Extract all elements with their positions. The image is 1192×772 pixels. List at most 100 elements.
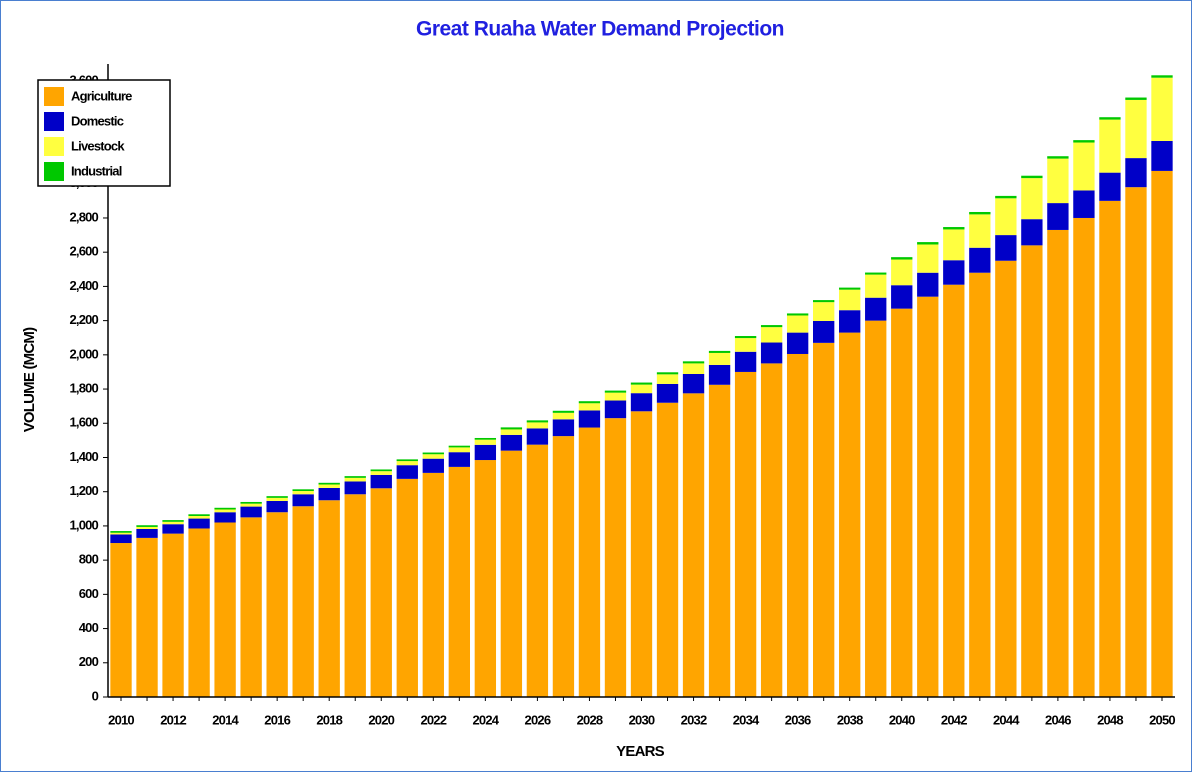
- bar-segment: [813, 300, 835, 303]
- x-tick-label: 2022: [420, 712, 446, 727]
- bar-segment: [396, 461, 418, 466]
- bar-segment: [1047, 156, 1069, 159]
- bar-segment: [162, 524, 184, 534]
- bar-segment: [162, 521, 184, 525]
- bar-segment: [760, 325, 783, 328]
- bar-segment: [656, 402, 679, 697]
- bar-segment: [110, 543, 132, 697]
- bar-segment: [865, 272, 887, 275]
- bar-segment: [214, 512, 236, 523]
- bar-segment: [214, 522, 236, 697]
- bar-segment: [656, 383, 679, 403]
- bar-segment: [240, 506, 262, 518]
- bar-segment: [318, 500, 340, 697]
- x-tick-label: 2034: [733, 712, 760, 727]
- bar-segment: [995, 195, 1017, 199]
- legend-label: Agriculture: [71, 88, 132, 103]
- bar-segment: [630, 393, 653, 412]
- x-axis-label: YEARS: [616, 743, 664, 760]
- y-tick-label: 1,600: [69, 415, 98, 430]
- y-tick-label: 1,800: [69, 380, 98, 395]
- bar-segment: [917, 272, 939, 297]
- bar-segment: [708, 384, 731, 697]
- bar-segment: [839, 310, 861, 333]
- bar-segment: [292, 489, 314, 492]
- bar-segment: [578, 403, 601, 411]
- bar-segment: [162, 533, 184, 697]
- bar-segment: [708, 350, 731, 353]
- bar-segment: [656, 374, 679, 384]
- bar-segment: [604, 400, 627, 419]
- x-tick-label: 2016: [264, 712, 290, 727]
- bar-segment: [292, 506, 314, 697]
- bar-segment: [1021, 245, 1043, 697]
- bar-segment: [1099, 119, 1121, 173]
- bar-segment: [917, 296, 939, 697]
- bar-segment: [865, 297, 887, 321]
- bar-segment: [969, 214, 991, 248]
- y-axis-label: VOLUME (MCM): [21, 327, 38, 432]
- bar-segment: [1073, 142, 1095, 191]
- bar-segment: [526, 422, 549, 429]
- bar-segment: [969, 211, 991, 215]
- bar-segment: [1125, 158, 1147, 188]
- bar-segment: [604, 418, 627, 697]
- bar-segment: [526, 420, 549, 423]
- bar-segment: [474, 437, 497, 440]
- x-tick-label: 2026: [525, 712, 551, 727]
- bar-segment: [1151, 75, 1173, 78]
- bar-segment: [266, 500, 288, 513]
- bar-segment: [682, 361, 705, 364]
- bar-segment: [995, 198, 1017, 236]
- x-tick-label: 2046: [1045, 712, 1071, 727]
- legend-label: Industrial: [71, 163, 122, 178]
- bar-segment: [448, 466, 470, 697]
- bar-segment: [136, 537, 158, 697]
- bar-segment: [1099, 172, 1121, 201]
- bar-segment: [1151, 140, 1173, 171]
- bar-segment: [396, 465, 418, 479]
- bar-segment: [318, 487, 340, 501]
- bar-segment: [240, 503, 262, 507]
- bar-segment: [708, 364, 731, 385]
- bar-segment: [917, 242, 939, 245]
- bar-segment: [448, 445, 470, 448]
- bar-segment: [969, 272, 991, 697]
- bar-segment: [839, 289, 861, 311]
- bar-segment: [110, 532, 132, 535]
- y-tick-label: 2,000: [69, 346, 98, 361]
- bar-segment: [891, 259, 913, 286]
- bar-segment: [786, 315, 809, 333]
- bar-segment: [1073, 140, 1095, 143]
- bar-segment: [760, 363, 783, 697]
- y-tick-label: 2,200: [69, 312, 98, 327]
- bar-segment: [448, 447, 470, 453]
- x-tick-label: 2014: [212, 712, 239, 727]
- bar-segment: [630, 382, 653, 385]
- bar-segment: [578, 427, 601, 697]
- y-tick-label: 0: [92, 688, 99, 703]
- bar-segment: [162, 520, 184, 522]
- bar-segment: [1021, 175, 1043, 179]
- bar-segment: [344, 494, 366, 697]
- bar-segment: [552, 412, 575, 420]
- y-tick-label: 2,400: [69, 278, 98, 293]
- bar-segment: [1021, 219, 1043, 246]
- bar-segment: [552, 419, 575, 437]
- bar-segment: [266, 496, 288, 498]
- x-tick-label: 2050: [1149, 712, 1175, 727]
- bar-segment: [422, 454, 444, 459]
- bar-segment: [1047, 229, 1069, 697]
- bar-segment: [110, 534, 132, 544]
- bar-segment: [786, 313, 809, 316]
- bar-segment: [188, 515, 210, 519]
- bar-segment: [1073, 217, 1095, 698]
- bar-segment: [786, 332, 809, 354]
- x-tick-label: 2042: [941, 712, 967, 727]
- bar-segment: [995, 260, 1017, 697]
- bar-segment: [344, 481, 366, 495]
- bar-segment: [500, 434, 523, 451]
- bar-segment: [1125, 97, 1147, 100]
- bar-segment: [917, 244, 939, 273]
